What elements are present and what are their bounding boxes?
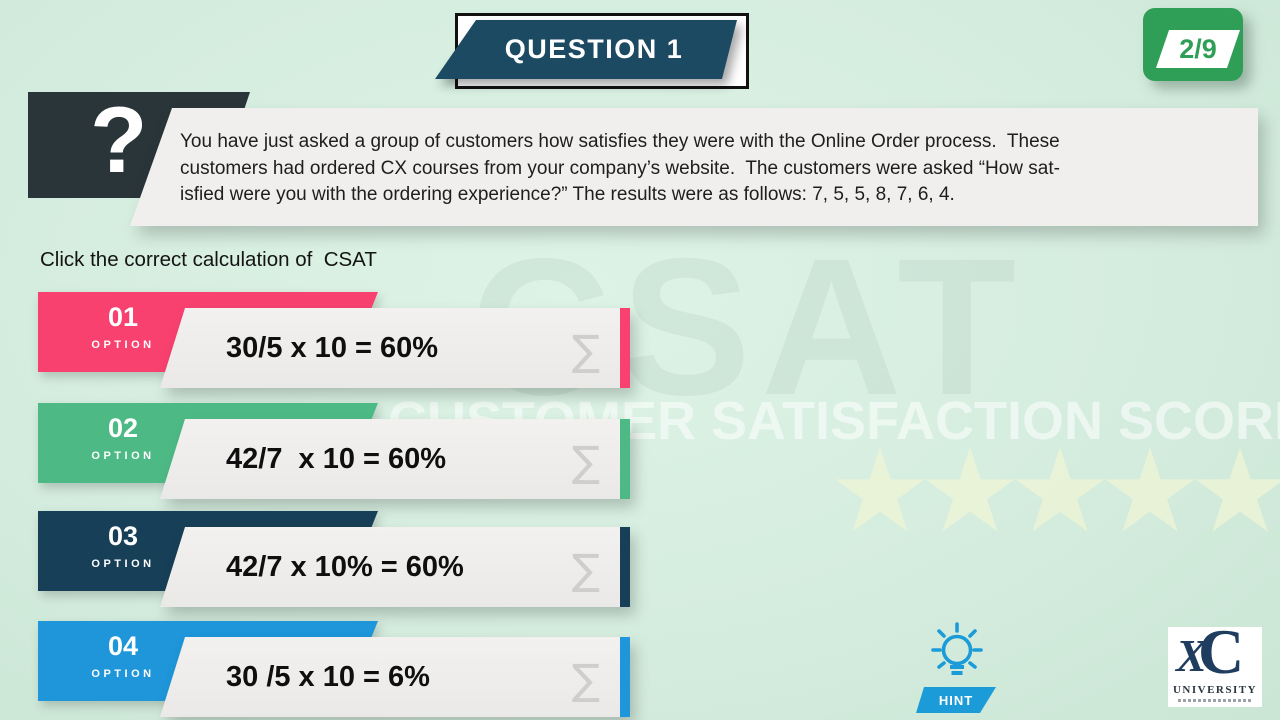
option-row-1[interactable]: 01 OPTION 30/5 x 10 = 60% ∑: [0, 292, 660, 392]
option-label: OPTION: [91, 450, 155, 462]
option-color-stripe: [620, 308, 630, 388]
sigma-icon: ∑: [571, 437, 600, 486]
option-label: OPTION: [91, 339, 155, 351]
option-color-stripe: [620, 637, 630, 717]
stars-watermark: ★★★★★: [828, 426, 1280, 556]
option-answer-text: 42/7 x 10 = 60%: [226, 443, 447, 475]
option-3-answer-panel[interactable]: 42/7 x 10% = 60% ∑: [160, 527, 630, 607]
question-banner: QUESTION 1: [433, 20, 737, 79]
page-title: QUESTION 1: [504, 34, 684, 64]
option-number: 04: [107, 631, 139, 661]
option-row-4[interactable]: 04 OPTION 30 /5 x 10 = 6% ∑: [0, 621, 660, 720]
lightbulb-icon: [931, 622, 983, 675]
option-answer-text: 30/5 x 10 = 60%: [226, 332, 439, 364]
option-number: 03: [107, 521, 139, 551]
option-color-stripe: [620, 527, 630, 607]
option-answer-text: 30 /5 x 10 = 6%: [226, 661, 430, 693]
logo-name: UNIVERSITY: [1172, 684, 1258, 696]
question-panel: You have just asked a group of customers…: [130, 108, 1258, 226]
option-number: 02: [107, 413, 139, 443]
option-1-answer-panel[interactable]: 30/5 x 10 = 60% ∑: [160, 308, 630, 388]
progress-count: 2/9: [1179, 33, 1217, 64]
hint-button-shape[interactable]: HINT: [916, 687, 996, 713]
hint-label: HINT: [938, 692, 974, 708]
logo-tagline-line: [1178, 699, 1252, 702]
logo-letter-x: X: [1176, 630, 1207, 681]
hint-button[interactable]: HINT: [916, 622, 998, 714]
option-color-stripe: [620, 419, 630, 499]
instruction-text: Click the correct calculation of CSAT: [40, 248, 377, 271]
option-row-3[interactable]: 03 OPTION 42/7 x 10% = 60% ∑: [0, 511, 660, 611]
sigma-icon: ∑: [571, 326, 600, 375]
sigma-icon: ∑: [571, 545, 600, 594]
question-text: You have just asked a group of customers…: [180, 131, 1060, 205]
option-number: 01: [107, 302, 139, 332]
option-row-2[interactable]: 02 OPTION 42/7 x 10 = 60% ∑: [0, 403, 660, 503]
question-mark-icon: ?: [90, 87, 148, 192]
sigma-icon: ∑: [571, 655, 600, 704]
progress-badge: 2/9: [1143, 8, 1243, 81]
option-label: OPTION: [91, 668, 155, 680]
university-logo: X C UNIVERSITY: [1168, 616, 1262, 707]
option-answer-text: 42/7 x 10% = 60%: [226, 551, 464, 583]
option-label: OPTION: [91, 558, 155, 570]
logo-letter-c: C: [1198, 616, 1245, 687]
option-2-answer-panel[interactable]: 42/7 x 10 = 60% ∑: [160, 419, 630, 499]
option-4-answer-panel[interactable]: 30 /5 x 10 = 6% ∑: [160, 637, 630, 717]
